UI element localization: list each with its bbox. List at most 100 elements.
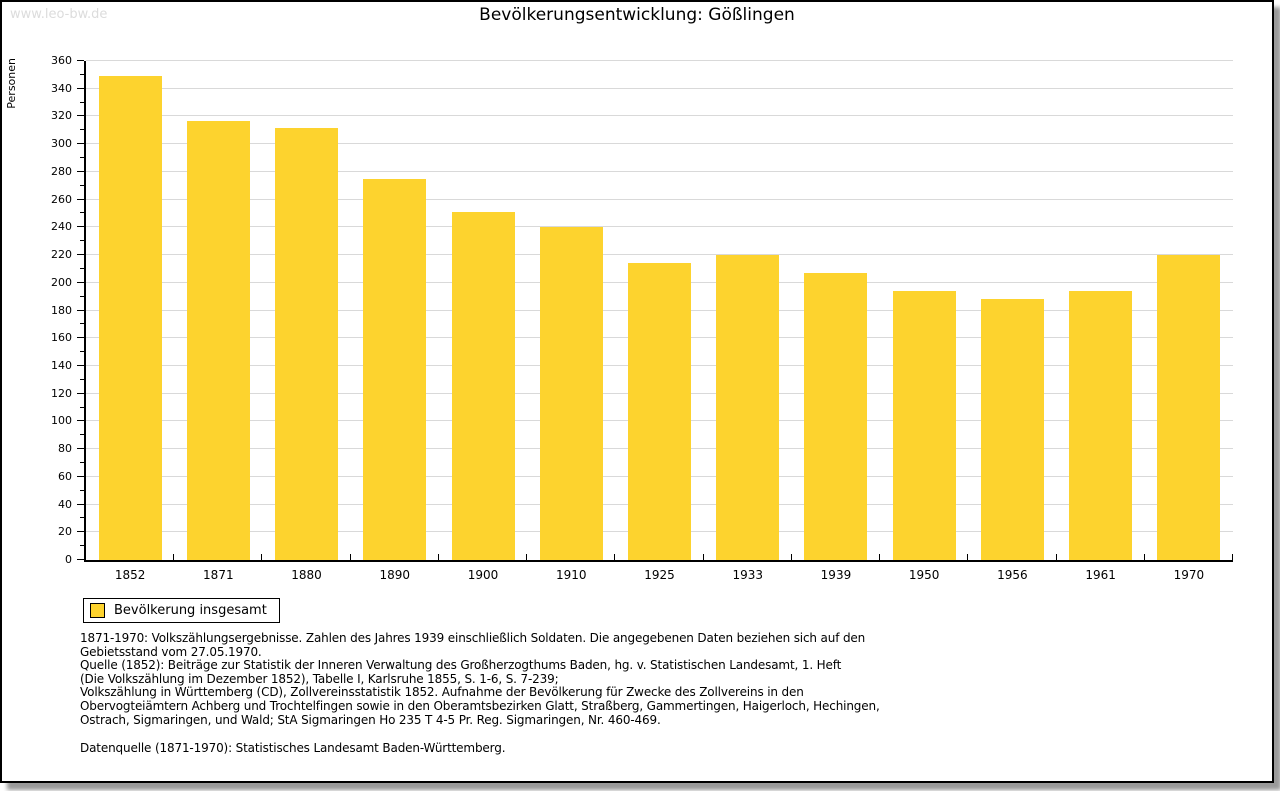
y-tick-label: 40: [58, 497, 72, 511]
y-tick-label: 260: [51, 192, 72, 206]
y-gridline: [86, 60, 1233, 61]
y-axis-tick: [77, 337, 84, 339]
y-gridline: [86, 143, 1233, 145]
y-axis-tick: [77, 392, 84, 394]
y-axis-tick: [77, 254, 84, 256]
y-tick-label: 240: [51, 220, 72, 234]
y-axis-tick: [77, 503, 84, 505]
y-axis-tick: [77, 198, 84, 200]
x-category-label: 1900: [467, 568, 499, 582]
x-category-label: 1871: [203, 568, 234, 582]
y-axis-tick: [80, 129, 84, 131]
y-tick-label: 200: [51, 275, 72, 289]
y-tick-label: 20: [58, 525, 72, 539]
x-category-label: 1890: [379, 568, 411, 582]
y-axis-tick: [77, 475, 84, 477]
bar: [363, 178, 427, 560]
legend-swatch-icon: [90, 603, 105, 618]
x-boundary-tick: [879, 554, 881, 560]
x-category-label: 1910: [555, 568, 587, 582]
footnote-line: Obervogteiämtern Achberg und Trochtelfin…: [80, 698, 880, 713]
y-axis-tick: [80, 351, 84, 353]
bar: [186, 120, 250, 560]
x-category-label: 1880: [291, 568, 322, 582]
y-axis-tick: [80, 184, 84, 186]
x-boundary-tick: [967, 554, 969, 560]
y-axis-tick: [77, 531, 84, 533]
x-boundary-tick: [614, 554, 616, 560]
y-gridline: [86, 254, 1233, 256]
y-tick-label: 280: [51, 164, 72, 178]
bar: [1069, 291, 1133, 560]
footnote-line: Volkszählung in Württemberg (CD), Zollve…: [80, 685, 804, 700]
x-boundary-tick: [437, 554, 439, 560]
y-axis-tick: [77, 420, 84, 422]
y-axis-tick: [80, 73, 84, 75]
y-axis-tick: [77, 559, 84, 560]
y-tick-label: 0: [65, 553, 72, 566]
x-category-label: 1970: [1173, 568, 1205, 582]
y-tick-label: 60: [58, 469, 72, 483]
plot-area: 0 20 40 60 80 100 120 140 160 180 200 220 240 260 280 3…: [51, 54, 1233, 582]
y-axis-tick: [80, 295, 84, 297]
y-axis-tick: [80, 517, 84, 519]
y-tick-label: 100: [51, 414, 72, 428]
y-tick-label: 140: [51, 358, 72, 372]
y-axis-tick: [80, 545, 84, 547]
y-axis-tick: [77, 143, 84, 145]
footnote-line: 1871-1970: Volkszählungsergebnisse. Zahl…: [80, 631, 866, 645]
y-axis-tick: [77, 309, 84, 311]
bar: [980, 299, 1044, 560]
footnote-line: Gebietsstand vom 27.05.1970.: [80, 644, 262, 659]
chart-title: Bevölkerungsentwicklung: Gößlingen: [479, 5, 795, 25]
bar: [1157, 255, 1221, 560]
y-tick-label: 320: [51, 109, 72, 123]
x-category-label: 1933: [732, 568, 763, 582]
y-gridline: [86, 87, 1233, 89]
legend: Bevölkerung insgesamt: [83, 598, 280, 623]
y-tick-label: 360: [51, 54, 72, 67]
footnote-line: Ostrach, Sigmaringen, und Wald; StA Sigm…: [80, 712, 661, 727]
y-axis-tick: [77, 448, 84, 450]
y-axis-tick: [77, 364, 84, 366]
y-axis-tick: [80, 157, 84, 159]
y-axis-tick: [80, 240, 84, 242]
y-gridline: [86, 226, 1233, 228]
footnote-line: Quelle (1852): Beiträge zur Statistik de…: [80, 658, 842, 673]
x-boundary-tick: [702, 554, 704, 560]
y-gridline: [86, 115, 1233, 117]
x-category-label: 1961: [1085, 568, 1116, 582]
y-tick-label: 340: [51, 81, 72, 95]
y-axis-tick: [77, 87, 84, 89]
bar: [275, 127, 339, 560]
y-axis-title: Personen: [5, 58, 18, 109]
legend-label: Bevölkerung insgesamt: [114, 603, 267, 618]
y-axis-tick: [80, 323, 84, 325]
y-axis-tick: [80, 406, 84, 408]
bar: [539, 227, 603, 560]
x-category-label: 1925: [644, 568, 675, 582]
y-axis-tick: [77, 226, 84, 228]
footnote-line: (Die Volkszählung im Dezember 1852), Tab…: [80, 671, 559, 686]
y-axis-tick: [80, 434, 84, 436]
x-boundary-tick: [790, 554, 792, 560]
x-boundary-tick: [1232, 554, 1233, 560]
y-axis-tick: [80, 489, 84, 491]
bar: [451, 212, 515, 560]
x-category-label: 1956: [997, 568, 1028, 582]
y-axis-tick: [77, 281, 84, 283]
y-gridline: [86, 170, 1233, 172]
x-boundary-tick: [261, 554, 263, 560]
y-tick-label: 300: [51, 137, 72, 151]
x-category-label: 1950: [908, 568, 940, 582]
footnote-lines: 1871-1970: Volkszählungsergebnisse. Zahl…: [80, 631, 880, 727]
x-boundary-tick: [173, 554, 175, 560]
x-category-label: 1852: [114, 568, 146, 582]
footnote: 1871-1970: Volkszählungsergebnisse. Zahl…: [80, 631, 880, 756]
watermark: www.leo-bw.de: [10, 7, 108, 22]
y-axis-tick: [77, 115, 84, 117]
y-axis-tick: [80, 461, 84, 463]
bar: [804, 273, 868, 560]
y-tick-label: 160: [51, 331, 72, 345]
